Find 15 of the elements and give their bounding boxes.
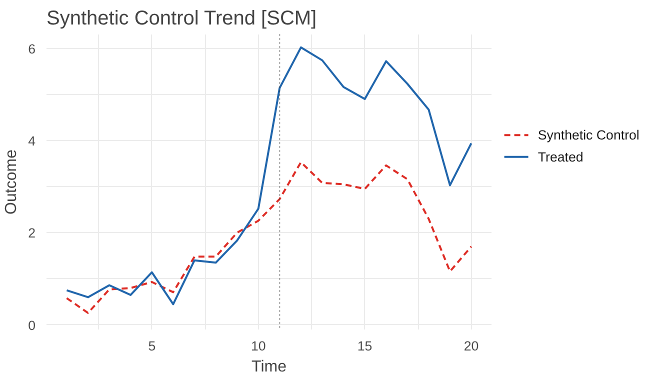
x-tick-label: 15 — [357, 338, 372, 354]
legend-label: Treated — [538, 149, 584, 164]
y-tick-label: 4 — [28, 134, 36, 149]
y-tick-label: 0 — [28, 318, 36, 333]
x-axis-title: Time — [252, 358, 287, 376]
y-tick-label: 2 — [28, 226, 36, 241]
line-series — [66, 161, 472, 314]
y-tick-label: 6 — [28, 41, 36, 56]
line-series — [66, 46, 472, 306]
chart-title: Synthetic Control Trend [SCM] — [46, 8, 317, 30]
x-tick-label: 5 — [148, 338, 156, 354]
x-tick-label: 10 — [250, 338, 266, 354]
y-axis-title: Outcome — [3, 149, 20, 214]
x-tick-label: 20 — [464, 338, 479, 354]
legend-label: Synthetic Control — [538, 128, 640, 143]
